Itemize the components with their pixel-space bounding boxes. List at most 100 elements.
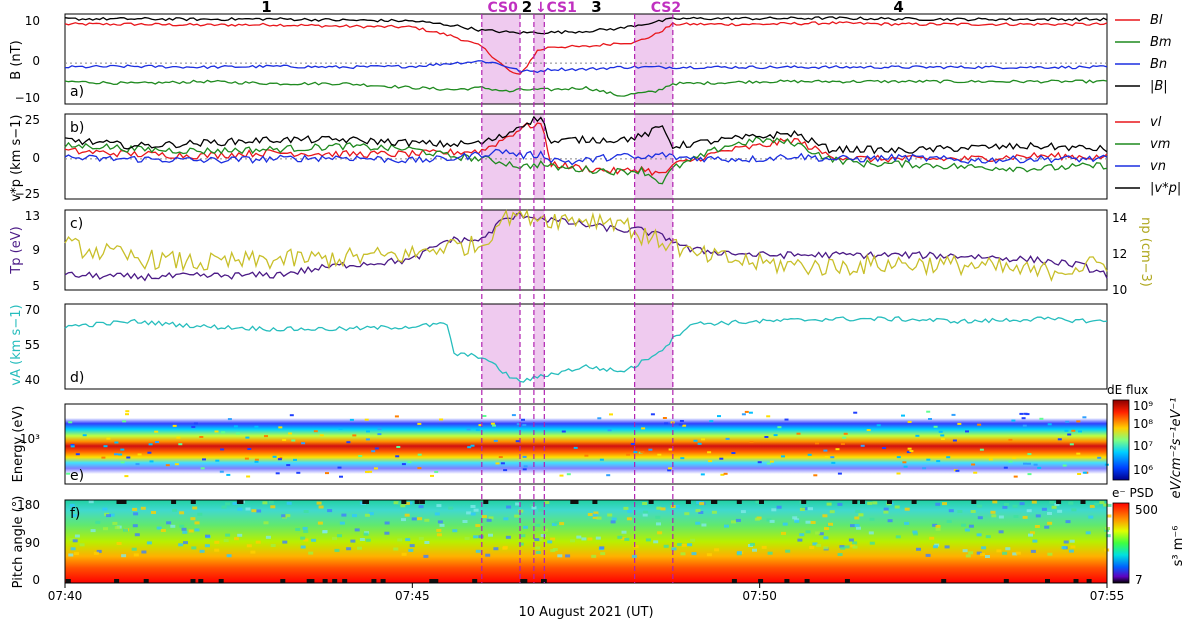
pitch-angle-pixel bbox=[106, 514, 111, 518]
pitch-angle-pixel bbox=[397, 538, 403, 542]
pitch-angle-pixel bbox=[1069, 539, 1075, 543]
pitch-angle-pixel bbox=[754, 517, 760, 521]
pitch-angle-pixel bbox=[95, 520, 101, 524]
pitch-angle-pixel bbox=[69, 503, 75, 507]
spectrogram-pixel bbox=[853, 411, 858, 414]
spectrogram-pixel bbox=[668, 467, 672, 470]
spectrogram-pixel bbox=[352, 434, 357, 437]
series-line-va-d bbox=[64, 316, 1108, 383]
pitch-angle-pixel bbox=[502, 546, 508, 550]
spectrogram-pixel bbox=[781, 455, 785, 458]
pitch-angle-edge-pixel bbox=[573, 500, 579, 504]
panel-f-tick-bottom: 0 bbox=[32, 573, 40, 587]
pitch-angle-pixel bbox=[610, 520, 616, 524]
panel-c-frame bbox=[64, 209, 1108, 291]
spectrogram-pixel bbox=[215, 459, 220, 462]
panel-f-cbar-tick-top: 500 bbox=[1135, 503, 1158, 517]
spectrogram-pixel bbox=[709, 420, 714, 423]
spectrogram-pixel bbox=[193, 422, 198, 425]
pitch-angle-pixel bbox=[856, 526, 861, 530]
pitch-angle-edge-pixel bbox=[429, 579, 435, 583]
pitch-angle-pixel bbox=[417, 517, 423, 521]
pitch-angle-pixel bbox=[223, 539, 229, 543]
pitch-angle-pixel bbox=[285, 514, 291, 518]
cs-shaded-region bbox=[533, 114, 545, 199]
spectrogram-pixel bbox=[707, 451, 712, 454]
pitch-angle-pixel bbox=[1051, 505, 1057, 509]
x-axis-label: 10 August 2021 (UT) bbox=[518, 605, 653, 620]
spectrogram-pixel bbox=[876, 424, 881, 427]
pitch-angle-pixel bbox=[197, 512, 203, 516]
spectrogram-pixel bbox=[744, 410, 749, 413]
panel-c-tick-right-top: 14 bbox=[1112, 211, 1127, 225]
panel-d-tick-top: 70 bbox=[25, 303, 40, 317]
spectrogram-pixel bbox=[277, 458, 282, 461]
spectrogram-pixel bbox=[313, 430, 318, 433]
region-label-2: 2 bbox=[522, 0, 532, 16]
pitch-angle-pixel bbox=[514, 514, 520, 518]
pitch-angle-pixel bbox=[303, 510, 309, 513]
pitch-angle-pixel bbox=[794, 519, 800, 523]
pitch-angle-pixel bbox=[448, 506, 454, 510]
pitch-angle-pixel bbox=[935, 527, 941, 531]
spectrogram-pixel bbox=[368, 470, 373, 473]
pitch-angle-pixel bbox=[308, 551, 314, 555]
pitch-angle-pixel bbox=[1054, 502, 1060, 506]
spectrogram-pixel bbox=[840, 442, 845, 445]
pitch-angle-pixel bbox=[341, 513, 347, 517]
spectrogram-pixel bbox=[633, 451, 638, 454]
spectrogram-pixel bbox=[103, 445, 108, 448]
pitch-angle-pixel bbox=[359, 538, 365, 541]
spectrogram-pixel bbox=[626, 453, 631, 456]
spectrogram-pixel bbox=[337, 466, 342, 469]
pitch-angle-pixel bbox=[531, 506, 537, 510]
spectrogram-pixel bbox=[933, 425, 938, 428]
pitch-angle-pixel bbox=[626, 517, 632, 521]
spectrogram-pixel bbox=[723, 472, 728, 475]
spectrogram-pixel bbox=[245, 436, 250, 439]
pitch-angle-pixel bbox=[1105, 534, 1111, 538]
pitch-angle-pixel bbox=[364, 513, 370, 517]
panel-d-letter: d) bbox=[70, 370, 84, 386]
spectrogram-pixel bbox=[478, 424, 483, 427]
spectrogram-pixel bbox=[1065, 420, 1070, 423]
spectrogram-pixel bbox=[490, 422, 495, 425]
pitch-angle-pixel bbox=[237, 533, 243, 537]
pitch-angle-pixel bbox=[401, 518, 406, 522]
pitch-angle-pixel bbox=[437, 520, 443, 524]
spectrogram-pixel bbox=[823, 449, 828, 452]
spectrogram-pixel bbox=[584, 454, 589, 457]
spectrogram-pixel bbox=[597, 417, 602, 420]
pitch-angle-pixel bbox=[424, 541, 430, 544]
legend-label: vm bbox=[1150, 137, 1170, 152]
spectrogram-pixel bbox=[523, 465, 528, 468]
spectrogram-pixel bbox=[165, 464, 170, 467]
spectrogram-pixel bbox=[498, 456, 503, 458]
panel-c-ylabel-left: Tp (eV) bbox=[9, 226, 24, 274]
spectrogram-pixel bbox=[680, 457, 685, 460]
pitch-angle-pixel bbox=[933, 545, 938, 549]
spectrogram-pixel bbox=[395, 455, 400, 458]
spectrogram-pixel bbox=[940, 438, 945, 440]
pitch-angle-pixel bbox=[368, 512, 374, 516]
cs-label-cs0: CS0 bbox=[487, 0, 518, 16]
spectrogram-pixel bbox=[824, 456, 829, 459]
pitch-angle-pixel bbox=[850, 524, 855, 528]
pitch-angle-pixel bbox=[724, 524, 729, 528]
spectrogram-pixel bbox=[952, 439, 957, 442]
pitch-angle-pixel bbox=[302, 526, 308, 530]
pitch-angle-pixel bbox=[631, 554, 637, 558]
pitch-angle-pixel bbox=[225, 533, 231, 537]
spectrogram-pixel bbox=[951, 413, 956, 416]
panel-a-frame bbox=[64, 13, 1108, 105]
pitch-angle-pixel bbox=[179, 511, 185, 515]
panel-a-lines bbox=[64, 16, 1108, 97]
pitch-angle-pixel bbox=[156, 526, 162, 530]
spectrogram-pixel bbox=[301, 442, 306, 445]
pitch-angle-edge-pixel bbox=[121, 500, 127, 504]
pitch-angle-pixel bbox=[245, 507, 251, 511]
pitch-angle-pixel bbox=[696, 501, 702, 504]
pitch-angle-pixel bbox=[633, 545, 639, 549]
pitch-angle-edge-pixel bbox=[143, 579, 149, 583]
pitch-angle-pixel bbox=[1057, 509, 1063, 513]
